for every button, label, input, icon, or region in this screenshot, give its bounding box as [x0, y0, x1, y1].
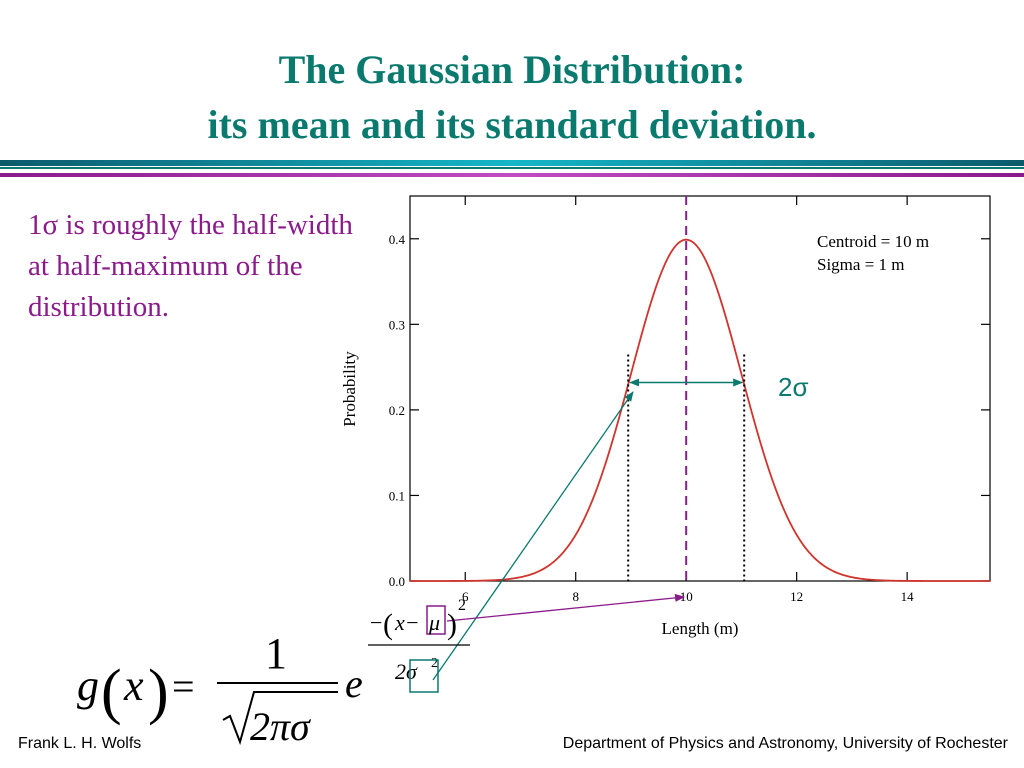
plot-frame [409, 195, 991, 582]
x-tick-label: 10 [680, 589, 693, 604]
x-tick-label: 6 [462, 589, 469, 604]
y-tick-label: 0.0 [389, 574, 405, 589]
formula-x: x [123, 661, 144, 710]
gaussian-formula: g ( x ) = 1 2πσ e − ( x− μ ) 2 2σ 2 [77, 597, 470, 749]
exponent-rparen: ) [447, 608, 457, 641]
y-tick-label: 0.4 [389, 232, 406, 247]
exponent-denominator: 2σ [395, 659, 418, 684]
sigma-pointer-arrow [432, 391, 634, 681]
formula-sqrt-sign [222, 691, 338, 746]
tick-marks [410, 196, 990, 582]
x-tick-label: 8 [572, 589, 579, 604]
exponent-lparen: ( [383, 608, 393, 641]
mu-highlight-box [426, 605, 446, 635]
exponent-mu: μ [428, 610, 440, 635]
x-tick-label: 14 [901, 589, 915, 604]
formula-numerator: 1 [265, 629, 287, 678]
rule-teal-thin [0, 167, 1024, 169]
y-tick-labels: 0.0 0.1 0.2 0.3 0.4 [389, 232, 406, 589]
exponent-minus: − [370, 610, 382, 635]
x-tick-labels: 6 8 10 12 14 [462, 589, 914, 604]
formula-e: e [345, 661, 363, 706]
formula-lparen: ( [101, 658, 122, 726]
rule-teal-thick [0, 160, 1024, 166]
x-axis-label: Length (m) [662, 619, 739, 638]
y-tick-label: 0.2 [389, 403, 405, 418]
rule-purple [0, 173, 1024, 177]
x-tick-label: 12 [790, 589, 803, 604]
title-line-1: The Gaussian Distribution: [278, 47, 746, 92]
legend-entry-sigma: Sigma = 1 m [817, 255, 905, 274]
exponent-denominator-power: 2 [431, 656, 438, 671]
y-axis-label: Probability [340, 351, 359, 427]
sigma-highlight-box [409, 659, 439, 693]
footer-author: Frank L. H. Wolfs [18, 735, 142, 752]
mu-pointer-arrow [446, 593, 685, 622]
formula-g: g [77, 661, 99, 710]
exponent-x-minus: x− [394, 610, 420, 635]
footer-department: Department of Physics and Astronomy, Uni… [562, 735, 1008, 752]
formula-equals: = [172, 664, 195, 709]
title-line-2: its mean and its standard deviation. [207, 102, 817, 147]
y-tick-label: 0.3 [389, 317, 405, 332]
formula-denominator: 2πσ [250, 704, 311, 749]
y-tick-label: 0.1 [389, 488, 405, 503]
half-width-note: 1σ is roughly the half-width at half-max… [28, 209, 353, 323]
gaussian-curve [410, 238, 990, 582]
two-sigma-label: 2σ [778, 372, 809, 402]
legend-entry-centroid: Centroid = 10 m [817, 232, 929, 251]
exponent-power: 2 [458, 597, 466, 614]
formula-rparen: ) [148, 658, 169, 726]
